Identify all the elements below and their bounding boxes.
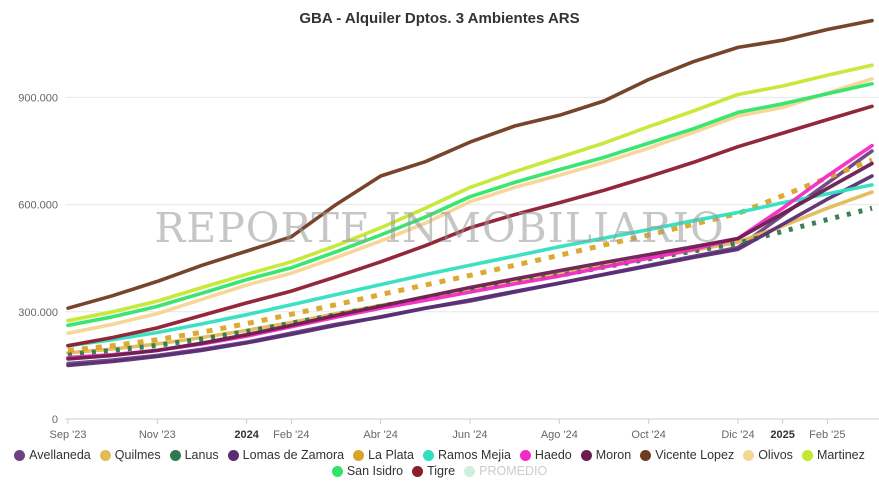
legend-label: Lomas de Zamora [242, 448, 345, 462]
legend-label: PROMEDIO [479, 464, 548, 478]
series-line-lomas-de-zamora [66, 174, 874, 368]
legend-label: Lanus [184, 448, 219, 462]
legend-marker-icon [353, 449, 365, 461]
x-axis-label: Nov '23 [139, 429, 176, 441]
legend-label: San Isidro [346, 464, 404, 478]
series-line-quilmes [66, 190, 874, 355]
legend-row: Avellaneda Quilmes Lanus Lomas de Zamora La … [14, 448, 865, 462]
legend-marker-icon [743, 449, 755, 461]
legend-item-san-isidro[interactable]: San Isidro [331, 464, 404, 478]
legend-marker-icon [14, 449, 26, 461]
legend-label: Quilmes [114, 448, 161, 462]
legend-label: Martinez [816, 448, 865, 462]
legend-marker-icon [331, 465, 343, 477]
legend-item-avellaneda[interactable]: Avellaneda [14, 448, 91, 462]
series-line-lanus [67, 205, 873, 358]
legend-label: Moron [595, 448, 632, 462]
y-axis-label: 900.000 [18, 92, 58, 104]
legend-marker-icon [580, 449, 592, 461]
chart-title: GBA - Alquiler Dptos. 3 Ambientes ARS [299, 10, 580, 27]
series-line-martinez [66, 63, 874, 323]
legend-marker-icon [801, 449, 813, 461]
x-axis-label: Feb '24 [273, 429, 309, 441]
legend-label: Haedo [534, 448, 572, 462]
legend-item-tigre[interactable]: Tigre [412, 464, 455, 478]
chart-legend: Avellaneda Quilmes Lanus Lomas de Zamora La … [0, 448, 879, 478]
legend-marker-icon [99, 449, 111, 461]
legend-item-haedo[interactable]: Haedo [519, 448, 572, 462]
y-axis-label: 0 [52, 414, 58, 426]
legend-row: San Isidro Tigre PROMEDIO [331, 464, 547, 478]
legend-marker-icon [464, 465, 476, 477]
x-axis-label: Ago '24 [541, 429, 578, 441]
x-axis-label: Abr '24 [363, 429, 398, 441]
legend-label: Tigre [427, 464, 456, 478]
x-axis-label: Dic '24 [721, 429, 754, 441]
y-axis-label: 600.000 [18, 200, 58, 212]
series-line-tigre [66, 104, 874, 348]
x-axis-label: Jun '24 [452, 429, 487, 441]
series-line-la-plata [67, 157, 873, 353]
line-chart: 0 300.000 600.000 900.000 Sep '23 Nov '23 2024… [18, 18, 879, 441]
series-line-moron [66, 161, 874, 361]
legend-item-ramos-mejia[interactable]: Ramos Mejia [422, 448, 511, 462]
x-axis-label: Oct '24 [631, 429, 666, 441]
series-line-ramos-mejia [66, 183, 874, 348]
legend-item-olivos[interactable]: Olivos [743, 448, 793, 462]
legend-marker-icon [422, 449, 434, 461]
legend-marker-icon [169, 449, 181, 461]
legend-marker-icon [640, 449, 652, 461]
x-axis-label: 2025 [770, 429, 794, 441]
legend-item-promedio[interactable]: PROMEDIO [464, 464, 547, 478]
legend-item-martinez[interactable]: Martinez [801, 448, 865, 462]
legend-item-lomas-de-zamora[interactable]: Lomas de Zamora [227, 448, 345, 462]
legend-marker-icon [519, 449, 531, 461]
legend-label: Ramos Mejia [437, 448, 511, 462]
legend-marker-icon [227, 449, 239, 461]
x-axis-label: Feb '25 [809, 429, 845, 441]
x-axis-label: 2024 [234, 429, 259, 441]
legend-item-quilmes[interactable]: Quilmes [99, 448, 161, 462]
legend-item-vicente-lopez[interactable]: Vicente Lopez [640, 448, 734, 462]
legend-item-la-plata[interactable]: La Plata [353, 448, 414, 462]
x-axis-label: Sep '23 [50, 429, 87, 441]
legend-label: Avellaneda [29, 448, 91, 462]
legend-item-moron[interactable]: Moron [580, 448, 632, 462]
legend-label: Olivos [758, 448, 793, 462]
legend-label: La Plata [368, 448, 414, 462]
series-line-olivos [66, 77, 874, 336]
series-line-avellaneda [66, 149, 874, 366]
y-axis-label: 300.000 [18, 307, 58, 319]
series-line-vicente-lopez [66, 18, 874, 311]
legend-item-lanus[interactable]: Lanus [169, 448, 219, 462]
legend-marker-icon [412, 465, 424, 477]
series-line-san-isidro [66, 82, 874, 328]
legend-label: Vicente Lopez [655, 448, 735, 462]
